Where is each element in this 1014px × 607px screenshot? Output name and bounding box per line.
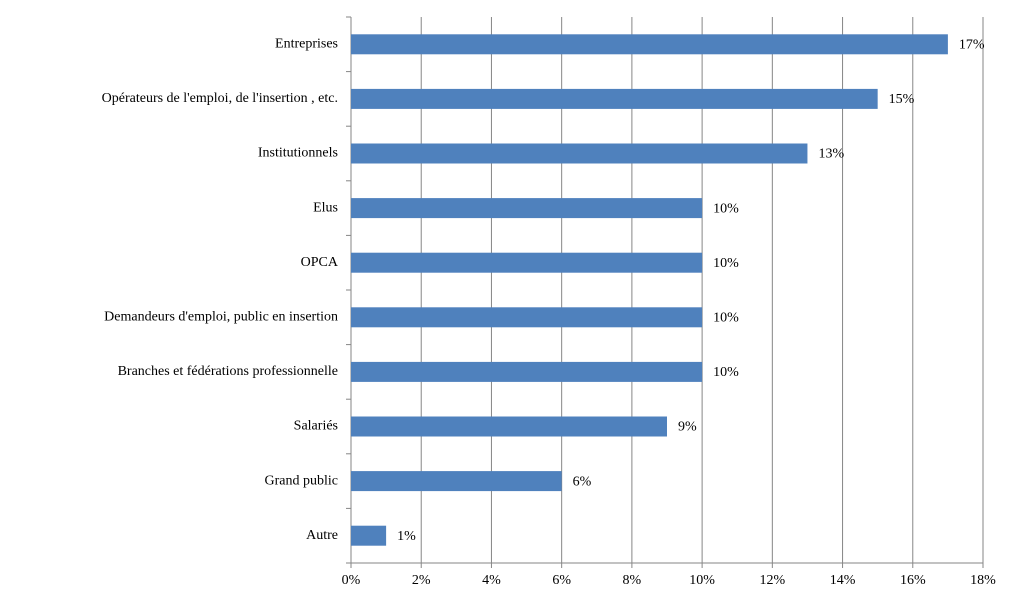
x-tick-label: 2% — [412, 573, 431, 588]
value-label: 13% — [818, 147, 844, 162]
value-label: 10% — [713, 256, 739, 271]
bar — [351, 252, 703, 273]
bar — [351, 361, 703, 382]
y-tick-label: Entreprises — [275, 37, 338, 52]
value-label: 1% — [397, 529, 416, 544]
x-tick-label: 0% — [342, 573, 361, 588]
x-tick-label: 16% — [900, 573, 926, 588]
x-tick-label: 14% — [830, 573, 856, 588]
value-label: 6% — [573, 474, 592, 489]
x-tick-label: 6% — [552, 573, 571, 588]
value-label: 9% — [678, 420, 697, 435]
y-tick-label: Autre — [306, 528, 338, 543]
y-tick-label: Branches et fédérations professionnelle — [118, 364, 338, 379]
bar — [351, 471, 562, 492]
bar — [351, 198, 703, 219]
bar — [351, 34, 948, 55]
y-tick-label: OPCA — [301, 255, 339, 270]
x-tick-label: 8% — [623, 573, 642, 588]
x-tick-label: 18% — [970, 573, 996, 588]
bar — [351, 143, 808, 164]
y-tick-label: Institutionnels — [258, 146, 338, 161]
x-tick-label: 10% — [689, 573, 715, 588]
bar — [351, 525, 387, 546]
value-label: 17% — [959, 38, 985, 53]
value-label: 10% — [713, 311, 739, 326]
bar — [351, 307, 703, 328]
y-tick-label: Demandeurs d'emploi, public en insertion — [104, 310, 338, 325]
x-tick-label: 4% — [482, 573, 501, 588]
y-tick-label: Salariés — [294, 419, 338, 434]
x-tick-label: 12% — [759, 573, 785, 588]
bar — [351, 416, 667, 437]
value-label: 10% — [713, 365, 739, 380]
y-tick-label: Grand public — [265, 473, 338, 488]
value-label: 10% — [713, 201, 739, 216]
bar — [351, 88, 878, 109]
value-label: 15% — [889, 92, 915, 107]
y-tick-label: Opérateurs de l'emploi, de l'insertion ,… — [102, 91, 338, 106]
y-tick-label: Elus — [313, 200, 338, 215]
